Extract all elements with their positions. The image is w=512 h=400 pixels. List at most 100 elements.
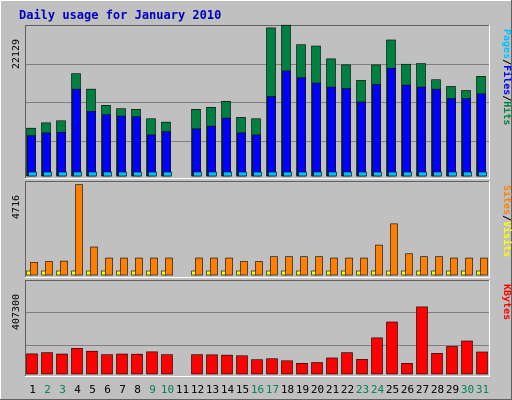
files-bar	[462, 98, 471, 177]
files-bar	[102, 114, 111, 177]
kbytes-bar	[101, 354, 113, 375]
legend-entry: KBytes	[501, 284, 512, 320]
hits-files-pages-panel: 22129 Pages/Files/Hits	[11, 24, 512, 179]
x-tick-label: 17	[266, 383, 279, 396]
pages-bar	[388, 171, 397, 177]
visits-bar	[165, 257, 173, 276]
files-bar	[357, 101, 366, 177]
pages-bar	[463, 171, 472, 177]
visits-bar	[255, 261, 263, 276]
x-tick-label: 18	[281, 383, 294, 396]
x-tick-label: 25	[386, 383, 399, 396]
pages-bar	[298, 171, 307, 177]
x-tick-label: 24	[371, 383, 385, 396]
kbytes-bar	[56, 353, 68, 375]
x-tick-label: 8	[134, 383, 141, 396]
visits-sites-panel: 4716 Sites/Visits	[11, 181, 512, 278]
legend-entry: Sites	[501, 185, 512, 215]
x-tick-label: 29	[446, 383, 459, 396]
kbytes-bar	[386, 321, 398, 375]
x-tick-label: 3	[59, 383, 66, 396]
x-tick-label: 15	[236, 383, 249, 396]
kbytes-bar	[71, 348, 83, 375]
visits-bar	[285, 256, 293, 276]
files-bar	[402, 84, 411, 177]
x-tick-label: 22	[341, 383, 354, 396]
kbytes-bar	[206, 354, 218, 375]
files-bar	[447, 98, 456, 177]
y-max-label: 407300	[11, 294, 22, 330]
files-bar	[147, 134, 156, 177]
y-max-label: 22129	[11, 39, 22, 69]
x-tick-label: 12	[191, 383, 204, 396]
kbytes-bar	[341, 352, 353, 375]
files-bar	[222, 117, 231, 177]
pages-bar	[223, 171, 232, 177]
visits-bar	[405, 253, 413, 276]
pages-bar	[373, 171, 382, 177]
x-tick-label: 23	[356, 383, 369, 396]
kbytes-bar	[161, 354, 173, 375]
kbytes-bar	[476, 351, 488, 375]
files-bar	[252, 134, 261, 177]
files-bar	[417, 86, 426, 177]
visits-bar	[240, 261, 248, 276]
x-tick-label: 30	[461, 383, 474, 396]
pages-bar	[88, 171, 97, 177]
files-bar	[282, 70, 291, 177]
kbytes-bar	[311, 362, 323, 375]
kbytes-bar	[461, 340, 473, 375]
visits-bar	[300, 256, 308, 276]
files-bar	[297, 77, 306, 177]
x-tick-label: 6	[104, 383, 111, 396]
visits-bar	[90, 246, 98, 276]
visits-bar	[345, 257, 353, 276]
kbytes-bar	[431, 353, 443, 375]
visits-bar	[375, 244, 383, 276]
legend-entry: Hits	[501, 101, 512, 125]
chart-title: Daily usage for January 2010	[19, 8, 221, 22]
files-bar	[87, 111, 96, 177]
x-tick-label: 4	[74, 383, 81, 396]
x-tick-label: 26	[401, 383, 414, 396]
files-bar	[72, 88, 81, 177]
x-tick-label: 9	[149, 383, 156, 396]
x-tick-label: 14	[221, 383, 235, 396]
pages-bar	[133, 171, 142, 177]
pages-bar	[103, 171, 112, 177]
x-tick-label: 11	[176, 383, 189, 396]
files-bar	[387, 67, 396, 177]
pages-bar	[418, 171, 427, 177]
pages-bar	[28, 171, 37, 177]
kbytes-bar	[191, 354, 203, 375]
pages-bar	[448, 171, 457, 177]
files-bar	[207, 125, 216, 177]
kbytes-bar	[416, 306, 428, 375]
pages-bar	[148, 171, 157, 177]
legend-entry: /	[501, 59, 512, 65]
kbytes-bar	[371, 337, 383, 375]
kbytes-bar	[356, 359, 368, 375]
pages-bar	[343, 171, 352, 177]
legend-entry: /	[501, 215, 512, 221]
visits-bar	[45, 261, 53, 276]
pages-bar	[73, 171, 82, 177]
visits-bar	[480, 257, 488, 276]
pages-bar	[118, 171, 127, 177]
x-tick-label: 5	[89, 383, 96, 396]
pages-bar	[253, 171, 262, 177]
files-bar	[327, 86, 336, 177]
files-bar	[237, 132, 246, 177]
visits-bar	[120, 257, 128, 276]
kbytes-bar	[221, 354, 233, 375]
files-bar	[192, 128, 201, 177]
kbytes-bar	[326, 357, 338, 375]
pages-bar	[283, 171, 292, 177]
hits-files-pages-legend: Pages/Files/Hits	[501, 29, 512, 125]
visits-bar	[75, 184, 83, 276]
files-bar	[342, 88, 351, 177]
kbytes-bar	[131, 353, 143, 375]
kbytes-bar	[281, 360, 293, 375]
visits-bar	[225, 257, 233, 276]
